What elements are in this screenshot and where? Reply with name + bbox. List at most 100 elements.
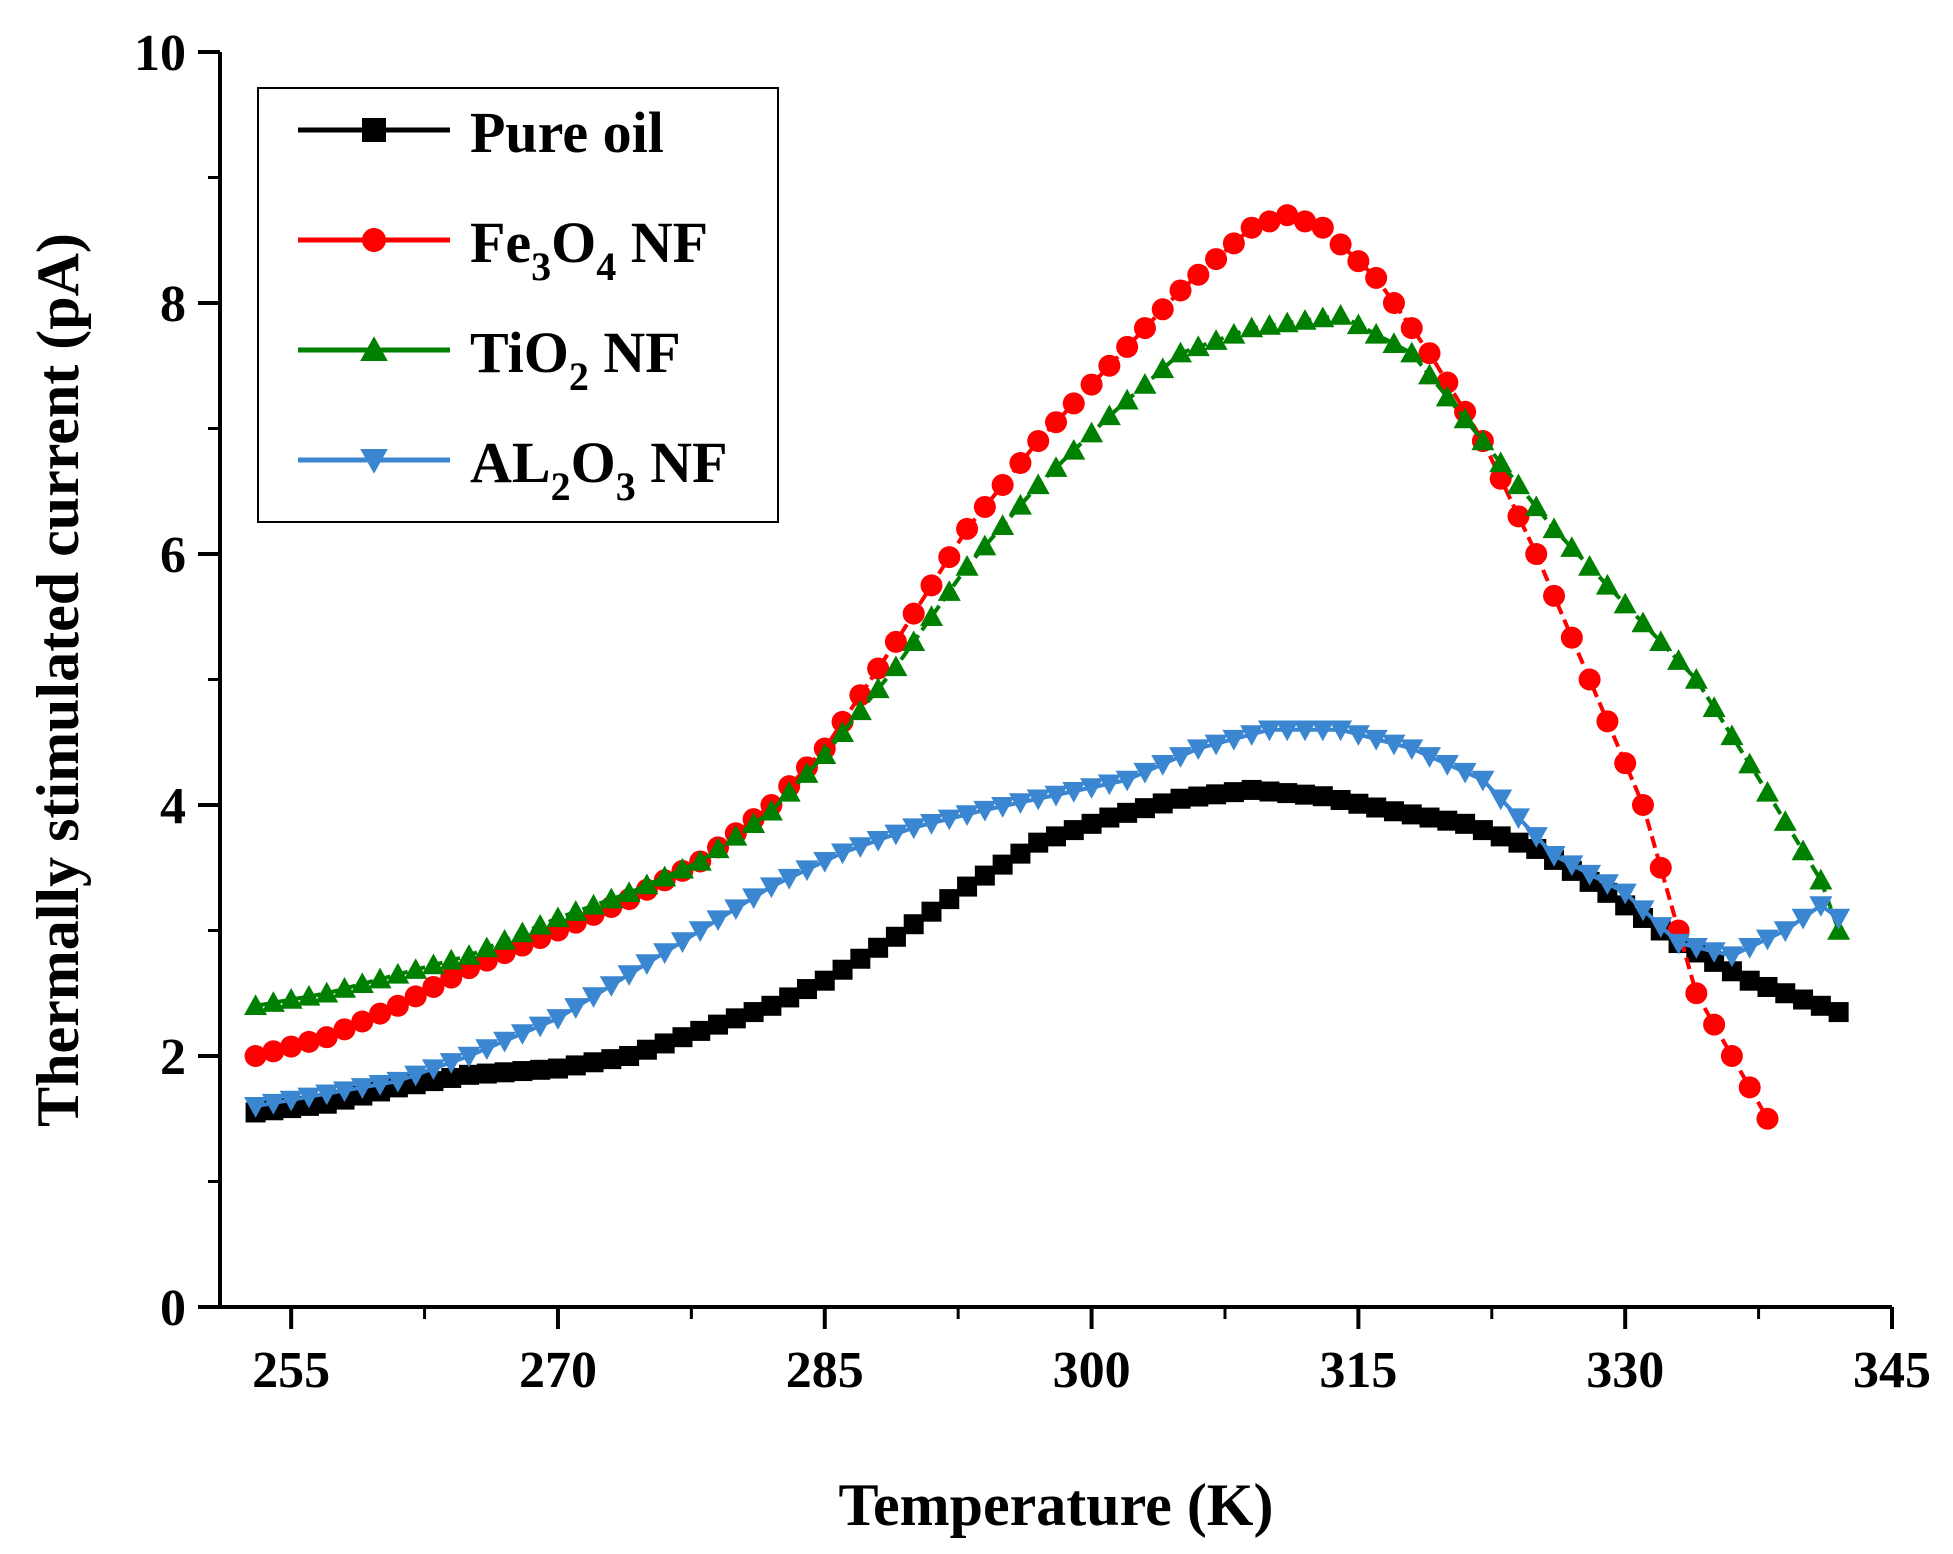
- data-point-pure-oil: [1295, 784, 1316, 805]
- data-point-al2o3-nf: [439, 1053, 463, 1074]
- data-point-pure-oil: [708, 1014, 729, 1035]
- data-point-pure-oil: [974, 865, 995, 886]
- data-point-al2o3-nf: [1667, 933, 1691, 955]
- data-point-fe3o4-nf: [244, 1045, 267, 1067]
- data-point-pure-oil: [725, 1008, 746, 1029]
- data-point-fe3o4-nf: [333, 1018, 356, 1041]
- data-point-tio2-nf: [546, 906, 570, 928]
- data-point-pure-oil: [1348, 793, 1369, 814]
- legend-label-tio2-nf: TiO2 NF: [470, 320, 681, 399]
- data-point-al2o3-nf: [582, 987, 606, 1008]
- data-point-al2o3-nf: [866, 830, 890, 852]
- data-point-fe3o4-nf: [867, 657, 890, 680]
- data-point-pure-oil: [779, 987, 800, 1008]
- data-point-al2o3-nf: [1418, 747, 1442, 768]
- data-point-al2o3-nf: [1044, 785, 1068, 807]
- data-point-tio2-nf: [955, 555, 979, 576]
- data-point-pure-oil: [1472, 820, 1493, 841]
- data-point-fe3o4-nf: [991, 473, 1014, 496]
- data-point-al2o3-nf: [1578, 864, 1602, 886]
- data-point-pure-oil: [1383, 801, 1404, 822]
- data-point-al2o3-nf: [1204, 734, 1228, 756]
- data-point-al2o3-nf: [759, 877, 783, 899]
- data-point-pure-oil: [423, 1071, 444, 1092]
- data-point-fe3o4-nf: [1543, 584, 1566, 607]
- data-point-tio2-nf: [599, 887, 623, 909]
- data-point-al2o3-nf: [1169, 747, 1193, 768]
- data-point-al2o3-nf: [1489, 789, 1513, 811]
- data-point-al2o3-nf: [1008, 793, 1032, 814]
- data-point-fe3o4-nf: [280, 1035, 303, 1058]
- data-point-tio2-nf: [1631, 611, 1655, 633]
- data-point-al2o3-nf: [1311, 720, 1335, 742]
- data-point-tio2-nf: [1418, 363, 1442, 385]
- legend-label-fe3o4-nf: Fe3O4 NF: [470, 210, 708, 289]
- data-point-pure-oil: [1810, 995, 1831, 1016]
- data-point-pure-oil: [903, 914, 924, 935]
- data-point-al2o3-nf: [279, 1090, 303, 1112]
- data-point-al2o3-nf: [902, 818, 926, 840]
- data-point-tio2-nf: [1613, 592, 1637, 614]
- data-point-tio2-nf: [973, 534, 997, 556]
- data-point-fe3o4-nf: [1045, 411, 1067, 434]
- data-point-tio2-nf: [1471, 429, 1495, 451]
- data-point-al2o3-nf: [1471, 770, 1495, 792]
- data-point-fe3o4-nf: [422, 975, 445, 998]
- data-point-pure-oil: [530, 1059, 551, 1080]
- data-point-tio2-nf: [1275, 311, 1299, 333]
- data-point-al2o3-nf: [1257, 720, 1281, 742]
- data-point-al2o3-nf: [493, 1031, 517, 1053]
- data-point-tio2-nf: [1364, 322, 1388, 344]
- data-point-fe3o4-nf: [440, 966, 463, 989]
- data-point-pure-oil: [1312, 786, 1333, 807]
- data-point-pure-oil: [690, 1020, 711, 1041]
- data-point-al2o3-nf: [1631, 900, 1655, 922]
- data-point-tio2-nf: [866, 677, 890, 699]
- data-point-tio2-nf: [1346, 313, 1370, 335]
- data-point-fe3o4-nf: [351, 1010, 374, 1033]
- data-point-fe3o4-nf: [369, 1002, 392, 1025]
- data-point-pure-oil: [636, 1039, 657, 1060]
- data-point-al2o3-nf: [1649, 917, 1673, 938]
- data-point-pure-oil: [565, 1055, 586, 1076]
- data-point-tio2-nf: [1755, 780, 1779, 802]
- y-tick-label: 2: [160, 1029, 186, 1086]
- legend-marker-al2o3-nf: [360, 448, 388, 474]
- data-point-tio2-nf: [813, 743, 837, 764]
- data-point-fe3o4-nf: [1116, 335, 1139, 358]
- data-point-al2o3-nf: [1115, 770, 1139, 792]
- data-point-fe3o4-nf: [973, 495, 996, 518]
- data-point-al2o3-nf: [457, 1046, 481, 1068]
- data-point-al2o3-nf: [831, 843, 855, 865]
- x-tick-label: 345: [1853, 1342, 1931, 1399]
- data-point-tio2-nf: [617, 881, 641, 903]
- data-point-al2o3-nf: [333, 1081, 357, 1103]
- data-point-tio2-nf: [1702, 696, 1726, 717]
- axis-ticks: 255 270 285 300 315 330 345 0 2 4 6 8 10: [134, 25, 1931, 1399]
- data-point-fe3o4-nf: [920, 574, 943, 597]
- data-point-pure-oil: [1081, 813, 1102, 834]
- data-point-fe3o4-nf: [1631, 794, 1654, 816]
- x-tick-label: 315: [1319, 1342, 1397, 1399]
- legend-marker-fe3o4-nf: [362, 228, 386, 252]
- data-point-al2o3-nf: [315, 1084, 339, 1106]
- data-point-al2o3-nf: [653, 943, 677, 964]
- data-point-fe3o4-nf: [1080, 373, 1103, 396]
- data-point-tio2-nf: [1115, 388, 1139, 410]
- data-point-al2o3-nf: [1506, 808, 1530, 830]
- data-point-al2o3-nf: [528, 1016, 552, 1038]
- data-point-tio2-nf: [795, 762, 819, 783]
- data-point-pure-oil: [583, 1052, 604, 1073]
- data-point-al2o3-nf: [1186, 739, 1210, 761]
- data-point-tio2-nf: [1186, 335, 1210, 357]
- data-point-fe3o4-nf: [1596, 710, 1619, 733]
- data-point-fe3o4-nf: [1258, 210, 1281, 233]
- data-point-al2o3-nf: [1773, 921, 1797, 942]
- legend-label-pure-oil: Pure oil: [470, 100, 664, 165]
- x-tick-label: 255: [252, 1342, 330, 1399]
- data-point-al2o3-nf: [795, 860, 819, 882]
- data-point-fe3o4-nf: [1098, 354, 1121, 377]
- data-point-tio2-nf: [368, 967, 392, 989]
- data-point-pure-oil: [1721, 961, 1742, 982]
